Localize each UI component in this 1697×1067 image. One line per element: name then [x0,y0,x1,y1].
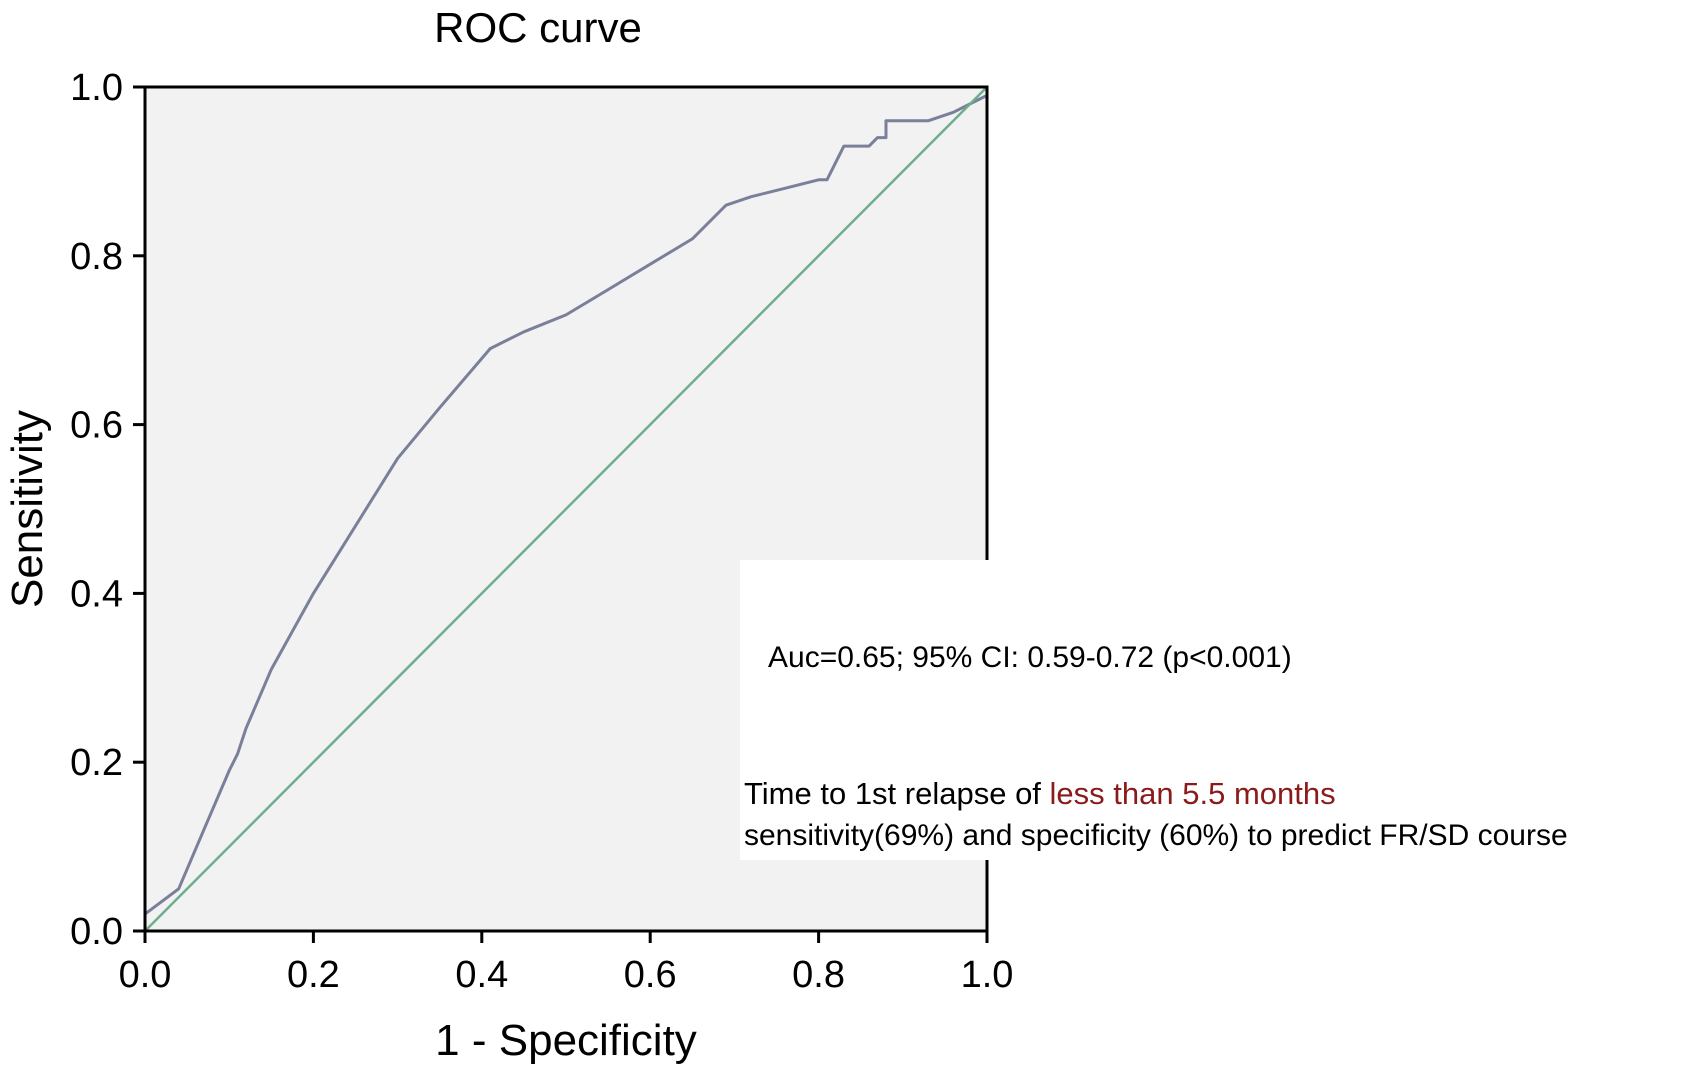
x-tick-label: 0.2 [287,954,340,996]
relapse-highlight: less than 5.5 months [1049,776,1336,811]
relapse-prefix: Time to 1st relapse of [744,776,1050,811]
relapse-annotation: Time to 1st relapse of less than 5.5 mon… [744,776,1336,812]
y-tick-label: 0.0 [70,911,123,953]
reference-diagonal-line [144,86,988,932]
x-tick-label: 0.8 [792,954,845,996]
x-tick-label: 0.6 [624,954,677,996]
roc-curve-line [144,94,988,916]
chart-title: ROC curve [434,4,642,51]
y-axis-ticks: 0.0 0.2 0.4 0.6 0.8 1.0 [70,67,145,953]
series-layer [144,86,988,932]
x-axis-ticks: 0.0 0.2 0.4 0.6 0.8 1.0 [119,931,1014,996]
plot-frame [143,85,989,933]
sensitivity-specificity-annotation: sensitivity(69%) and specificity (60%) t… [744,819,1568,852]
annotation-box [740,560,1697,860]
x-tick-label: 0.0 [119,954,172,996]
x-tick-label: 0.4 [455,954,508,996]
y-tick-label: 1.0 [70,67,123,109]
auc-annotation: Auc=0.65; 95% CI: 0.59-0.72 (p<0.001) [768,641,1292,674]
x-tick-label: 1.0 [961,954,1014,996]
y-tick-label: 0.4 [70,573,123,615]
x-axis-label: 1 - Specificity [435,1016,697,1065]
y-tick-label: 0.2 [70,742,123,784]
y-tick-label: 0.8 [70,236,123,278]
y-axis-label: Sensitivity [3,410,52,608]
y-tick-label: 0.6 [70,405,123,447]
